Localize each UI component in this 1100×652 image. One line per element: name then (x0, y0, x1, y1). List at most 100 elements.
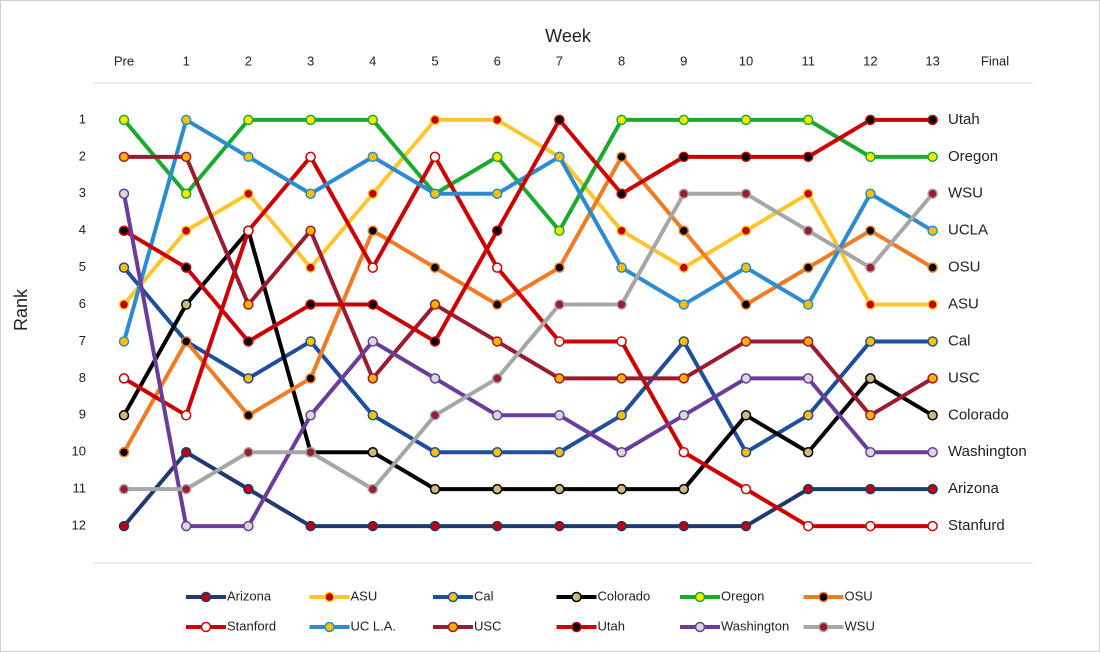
series-marker (243, 446, 254, 458)
series-marker (802, 151, 814, 163)
series-marker (802, 446, 814, 458)
legend-marker (447, 591, 459, 603)
series-marker (678, 151, 690, 163)
series-marker (802, 336, 814, 347)
series-line (124, 191, 935, 492)
series-marker (367, 336, 379, 347)
series-marker (118, 520, 130, 532)
series-marker (927, 188, 938, 200)
final-rank-label: Oregon (948, 148, 998, 165)
legend-label: Colorado (598, 588, 651, 603)
legend-item: Stanford (186, 618, 276, 633)
x-tick-label: 9 (680, 53, 687, 68)
series-marker (616, 410, 627, 421)
final-rank-label: OSU (948, 259, 981, 276)
legend-marker (200, 621, 212, 633)
series-marker (554, 262, 565, 273)
series-marker (491, 410, 503, 421)
final-rank-label: Stanfurd (948, 517, 1005, 534)
series-marker (429, 483, 441, 495)
series-marker (429, 262, 441, 273)
series-marker (865, 225, 876, 236)
y-tick-label: 1 (79, 111, 86, 126)
series-marker (429, 188, 441, 200)
series-marker (740, 299, 752, 310)
series-marker (740, 188, 752, 200)
series-marker (927, 446, 938, 458)
series-marker (678, 225, 690, 236)
series-marker (118, 299, 130, 310)
series-line (122, 193, 933, 529)
series-marker (180, 299, 192, 310)
legend-marker (694, 591, 706, 603)
series-marker (927, 262, 938, 273)
series-marker (305, 299, 316, 310)
series-marker (616, 188, 627, 200)
final-rank-label: Washington (948, 443, 1027, 460)
legend-item: ASU (309, 588, 378, 603)
series-marker (367, 151, 379, 163)
x-tick-label: 12 (863, 53, 877, 68)
series-marker (802, 262, 814, 273)
series-line (122, 117, 933, 233)
series-marker (429, 520, 441, 532)
series-marker (554, 520, 565, 532)
series-marker (367, 225, 379, 236)
series-marker (180, 520, 192, 532)
series-marker (802, 373, 814, 384)
series-marker (243, 188, 254, 200)
x-tick-label: 3 (307, 53, 314, 68)
series-line (122, 117, 933, 344)
y-tick-label: 4 (79, 222, 86, 237)
legend-item: WSU (803, 618, 875, 633)
final-rank-label: Utah (948, 111, 980, 128)
series-marker (802, 410, 814, 421)
legend-item: Utah (556, 618, 625, 633)
legend-label: ASU (351, 588, 378, 603)
legend-marker (447, 621, 459, 633)
final-rank-label: Colorado (948, 406, 1009, 423)
final-rank-label: USC (948, 369, 980, 386)
series-marker (927, 151, 938, 163)
series-marker (740, 373, 752, 384)
series-marker (491, 262, 503, 273)
series-line (122, 450, 933, 529)
series-marker (616, 299, 627, 310)
series-marker (740, 336, 752, 347)
series-marker (865, 151, 876, 163)
series-marker (927, 336, 938, 347)
x-tick-label: 1 (183, 53, 190, 68)
series-marker (180, 410, 192, 421)
series-marker (927, 520, 938, 532)
legend-label: Washington (721, 618, 789, 633)
y-tick-label: 7 (79, 333, 86, 348)
series-marker (678, 373, 690, 384)
series-marker (865, 483, 876, 495)
series-marker (491, 188, 503, 200)
series-marker (802, 299, 814, 310)
series-marker (180, 188, 192, 200)
series-marker (678, 299, 690, 310)
series-marker (429, 114, 441, 126)
series-marker (616, 225, 627, 236)
series-marker (243, 410, 254, 421)
series-marker (802, 520, 814, 532)
series-marker (865, 188, 876, 200)
series-marker (678, 520, 690, 532)
x-tick-label: 6 (494, 53, 501, 68)
legend-marker (694, 621, 706, 633)
series-marker (243, 336, 254, 347)
series-marker (118, 373, 130, 384)
y-tick-label: 6 (79, 296, 86, 311)
series-marker (429, 151, 441, 163)
legend-label: Utah (598, 618, 625, 633)
series-marker (927, 299, 938, 310)
series-marker (678, 262, 690, 273)
series-marker (429, 373, 441, 384)
series-marker (554, 483, 565, 495)
series-marker (491, 225, 503, 236)
series-line (122, 266, 933, 455)
series-marker (616, 483, 627, 495)
legend-label: USC (474, 618, 501, 633)
series-marker (491, 151, 503, 163)
